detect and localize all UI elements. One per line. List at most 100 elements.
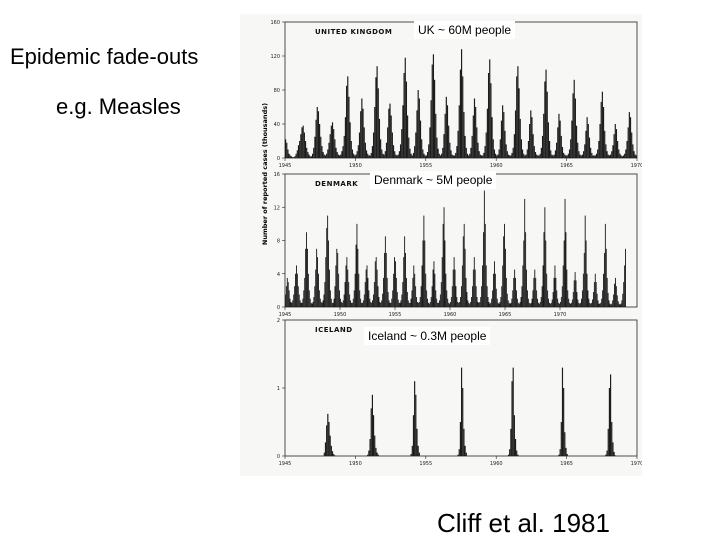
united-kingdom-bar — [340, 154, 342, 158]
denmark-bar — [602, 290, 604, 307]
citation: Cliff et al. 1981 — [437, 508, 610, 538]
denmark-bar — [334, 286, 336, 307]
united-kingdom-bar — [343, 135, 345, 158]
united-kingdom-bar — [358, 132, 361, 158]
denmark-bar — [515, 290, 517, 307]
united-kingdom-bar — [439, 155, 442, 158]
united-kingdom-bar — [365, 150, 368, 158]
united-kingdom-bar — [342, 146, 344, 158]
united-kingdom-bar — [293, 157, 295, 158]
united-kingdom-bar — [315, 119, 317, 158]
united-kingdom-bar — [498, 149, 500, 158]
united-kingdom-bar — [594, 155, 596, 158]
united-kingdom-x-tick-label: 1945 — [279, 163, 292, 169]
denmark-bar — [574, 272, 576, 307]
iceland-bar — [367, 454, 369, 456]
iceland-bar — [411, 445, 413, 456]
united-kingdom-bar — [477, 142, 479, 158]
denmark-bar — [488, 302, 490, 307]
denmark-bar — [599, 303, 601, 307]
denmark-bar — [410, 298, 412, 307]
united-kingdom-y-tick-label: 120 — [270, 54, 280, 60]
denmark-bar — [591, 302, 593, 307]
denmark-bar — [586, 273, 588, 307]
united-kingdom-bar — [411, 155, 413, 158]
iceland-bar — [370, 408, 372, 456]
denmark-bar — [293, 294, 295, 307]
united-kingdom-x-tick-label: 1970 — [631, 163, 642, 169]
iceland-bar — [416, 428, 418, 456]
united-kingdom-bar — [605, 144, 607, 158]
united-kingdom-bar — [294, 156, 296, 158]
denmark-bar — [416, 302, 418, 307]
united-kingdom-bar — [341, 151, 343, 158]
united-kingdom-bar — [458, 105, 460, 158]
denmark-bar — [378, 297, 380, 307]
denmark-bar — [324, 282, 326, 307]
denmark-bar — [356, 223, 358, 307]
united-kingdom-bar — [537, 155, 539, 158]
denmark-bar — [304, 277, 306, 307]
united-kingdom-bar — [296, 150, 298, 158]
united-kingdom-y-tick-label: 0 — [277, 156, 280, 162]
united-kingdom-bar — [368, 155, 370, 158]
iceland-bar — [511, 381, 513, 456]
iceland-bar — [329, 435, 331, 456]
denmark-bar — [317, 273, 319, 307]
united-kingdom-bar — [299, 141, 301, 158]
denmark-bar — [439, 294, 441, 307]
united-kingdom-bar — [430, 100, 432, 158]
denmark-bar — [414, 273, 416, 307]
united-kingdom-bar — [457, 130, 459, 158]
denmark-bar — [572, 292, 574, 307]
united-kingdom-bar — [565, 155, 567, 158]
denmark-bar — [521, 286, 523, 307]
denmark-bar — [371, 302, 373, 307]
iceland-bar — [558, 454, 560, 456]
denmark-bar — [548, 298, 549, 307]
united-kingdom-bar — [348, 96, 350, 158]
united-kingdom-bar — [592, 155, 594, 158]
united-kingdom-bar — [512, 147, 514, 158]
iceland-bar — [371, 394, 373, 456]
denmark-x-tick-label: 1945 — [279, 312, 292, 318]
denmark-bar — [577, 299, 579, 307]
united-kingdom-bar — [424, 155, 426, 158]
united-kingdom-bar — [621, 156, 623, 158]
united-kingdom-bar — [451, 154, 453, 158]
denmark-bar — [535, 277, 537, 307]
denmark-bar — [571, 299, 573, 307]
denmark-bar — [463, 223, 465, 307]
united-kingdom-bar — [410, 153, 412, 158]
united-kingdom-bar — [586, 117, 588, 158]
denmark-bar — [601, 298, 603, 307]
iceland-bar — [375, 447, 377, 456]
united-kingdom-bar — [395, 154, 397, 158]
iceland-y-tick-label: 1 — [277, 386, 280, 392]
denmark-bar — [493, 273, 494, 307]
iceland-bar — [611, 422, 613, 456]
denmark-bar — [343, 294, 345, 307]
denmark-bar — [452, 269, 454, 307]
united-kingdom-bar — [421, 139, 423, 158]
denmark-bar — [489, 303, 491, 307]
denmark-bar — [545, 240, 547, 307]
united-kingdom-bar — [387, 127, 389, 158]
denmark-bar — [494, 273, 496, 307]
denmark-bar — [614, 277, 616, 307]
united-kingdom-bar — [530, 110, 532, 158]
denmark-bar — [551, 299, 553, 307]
denmark-bar — [512, 290, 514, 307]
united-kingdom-bar — [468, 155, 470, 158]
denmark-bar — [318, 290, 320, 307]
iceland-bar — [512, 367, 514, 456]
denmark-bar — [288, 290, 290, 307]
denmark-bar — [480, 297, 482, 307]
united-kingdom-bar — [438, 153, 440, 158]
denmark-bar — [407, 300, 409, 307]
denmark-panel-name: DENMARK — [315, 180, 358, 188]
united-kingdom-bar — [391, 132, 393, 158]
denmark-bar — [398, 302, 400, 307]
denmark-bar — [519, 302, 521, 307]
denmark-bar — [497, 302, 499, 307]
